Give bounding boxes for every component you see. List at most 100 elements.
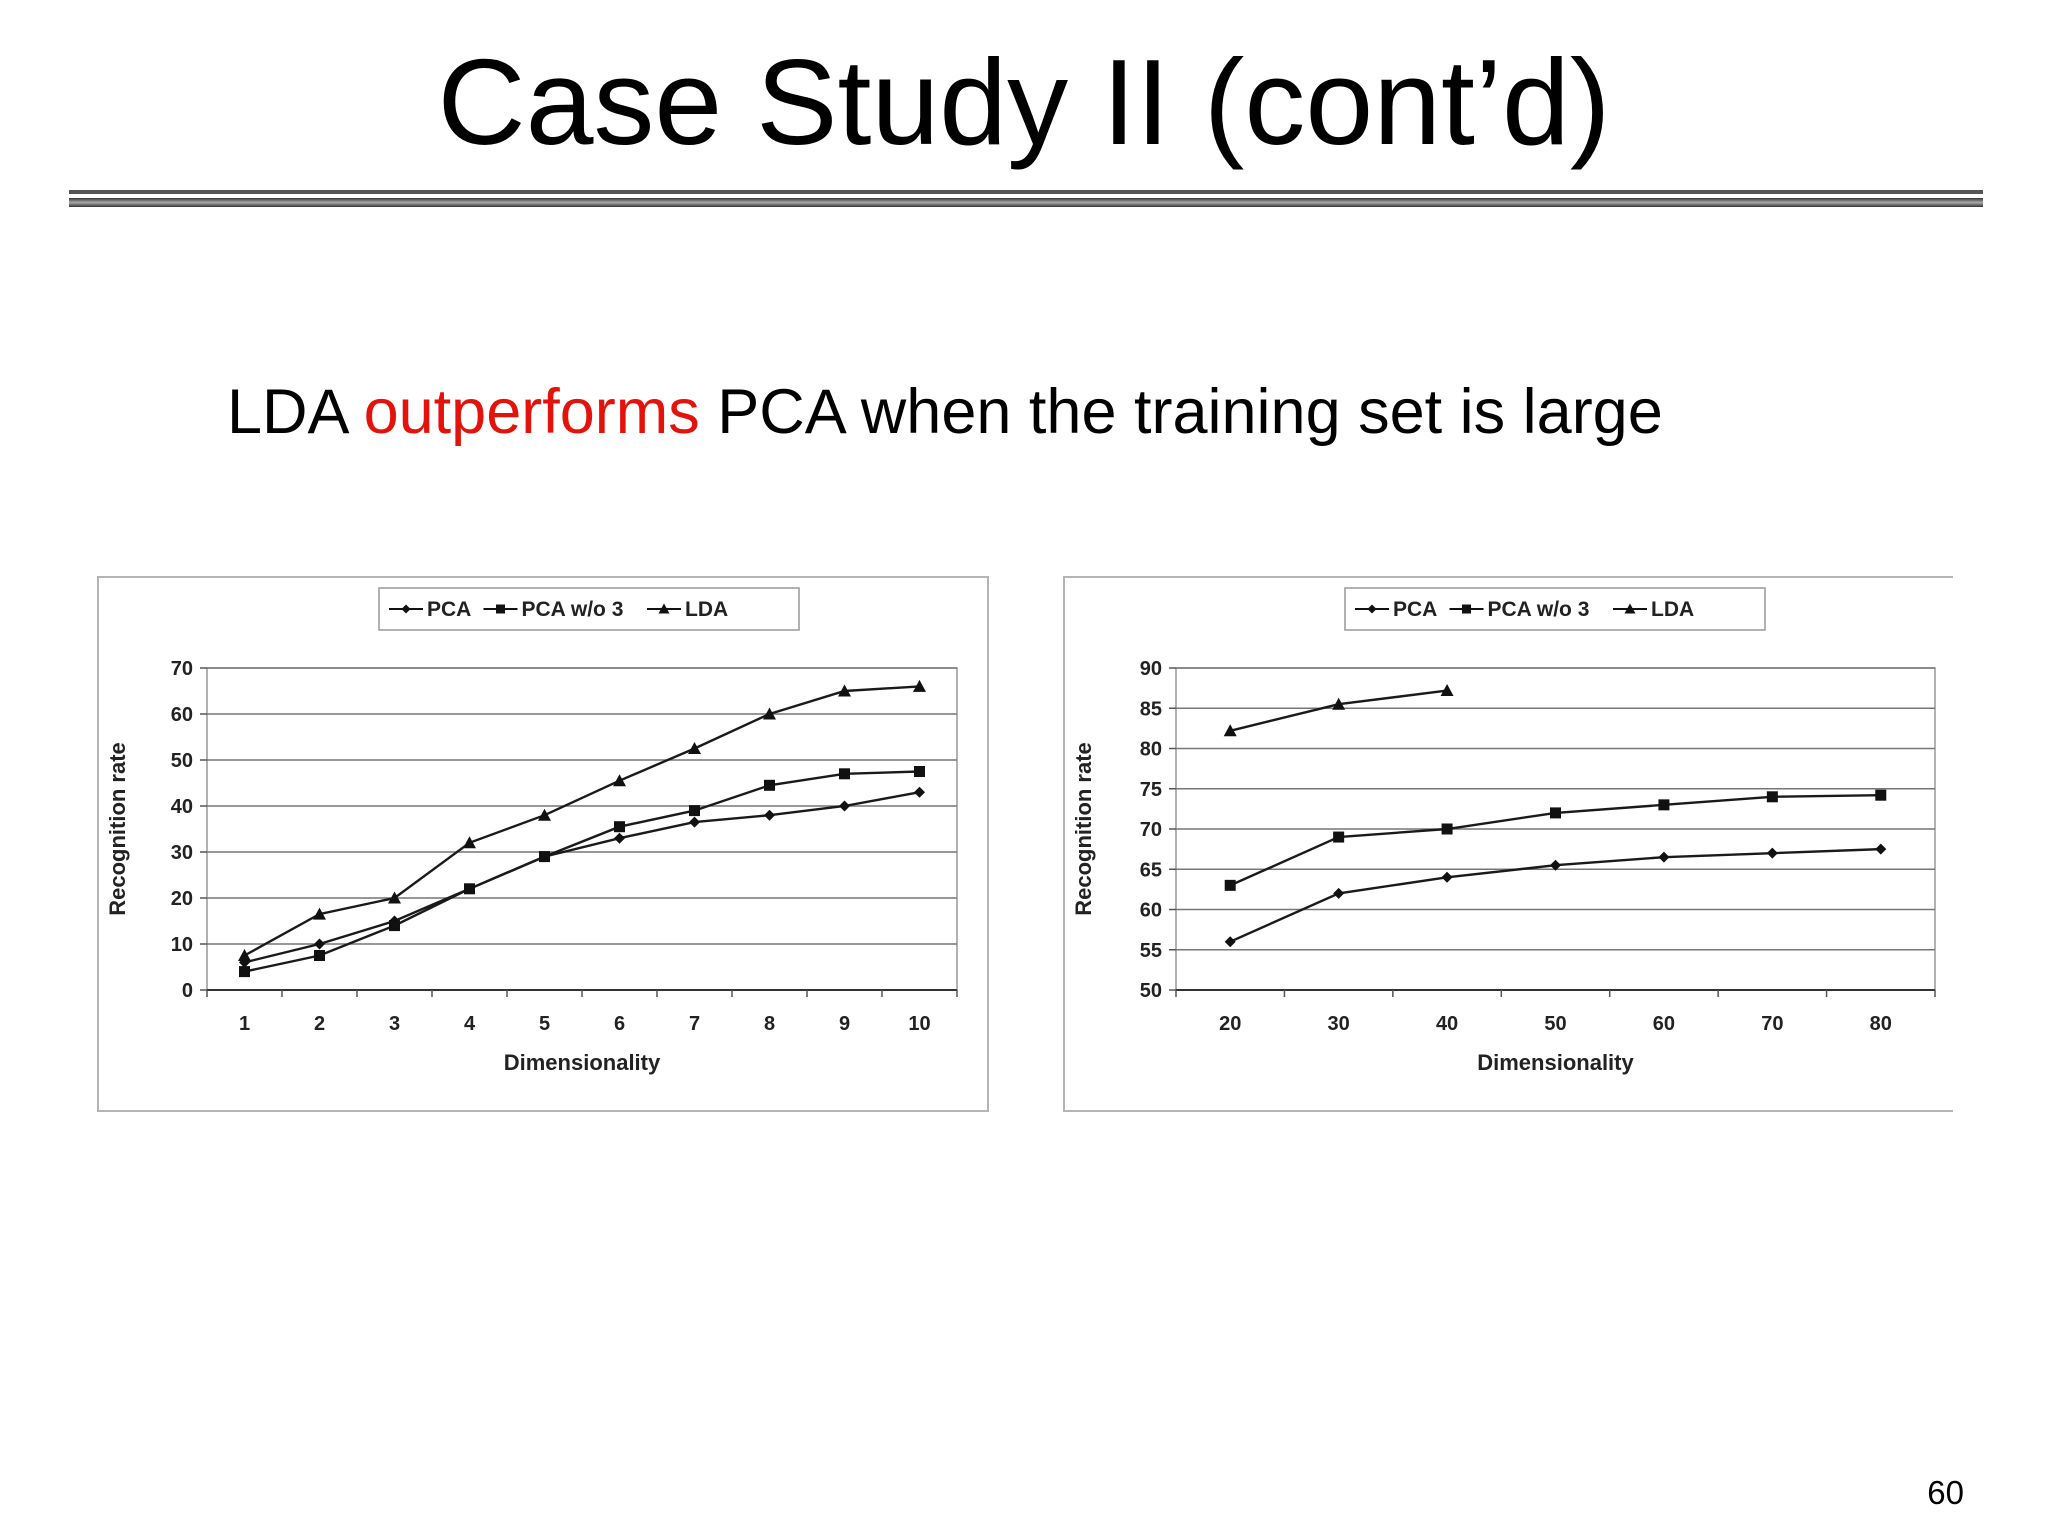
legend-marker-square [1462, 604, 1471, 614]
y-tick-label: 85 [1140, 698, 1162, 720]
data-point-diamond [689, 816, 700, 828]
x-tick-label: 5 [539, 1013, 550, 1035]
x-tick-label: 4 [464, 1013, 476, 1035]
x-axis-title: Dimensionality [504, 1050, 661, 1075]
slide-title: Case Study II (cont’d) [437, 34, 1611, 170]
data-point-diamond [1441, 871, 1453, 883]
y-tick-label: 50 [171, 750, 193, 772]
data-point-square [1766, 791, 1778, 803]
data-point-square [764, 779, 775, 791]
chart-right-svg: PCA PCA w/o 3 LDA 50 55 60 65 70 75 80 85 90 20 30 40 5… [1071, 587, 1936, 1075]
x-axis-title: Dimensionality [1477, 1050, 1634, 1075]
legend-marker-triangle [1624, 603, 1636, 614]
legend-marker-square [496, 604, 505, 614]
legend-label: LDA [685, 598, 728, 621]
data-point-diamond [1224, 936, 1236, 948]
legend-label: PCA [427, 598, 471, 621]
legend-label: PCA w/o 3 [522, 598, 624, 621]
data-point-diamond [1333, 887, 1345, 899]
y-tick-label: 0 [182, 980, 193, 1002]
series-line-square [244, 770, 920, 973]
data-point-diamond [914, 786, 925, 798]
data-point-triangle [388, 891, 401, 904]
chart-right: PCA PCA w/o 3 LDA 50 55 60 65 70 75 80 85 90 20 30 40 5… [1063, 576, 1953, 1112]
y-tick-label: 70 [1140, 819, 1162, 841]
data-point-square [1333, 831, 1345, 843]
data-point-triangle [763, 707, 776, 720]
x-tick-label: 80 [1870, 1013, 1892, 1035]
x-tick-label: 2 [314, 1013, 325, 1035]
data-point-diamond [1550, 859, 1561, 871]
title-rule-double [69, 198, 1983, 207]
data-point-triangle [1332, 697, 1346, 710]
data-point-triangle [1440, 684, 1454, 697]
y-tick-label: 75 [1140, 779, 1162, 801]
data-point-triangle [838, 684, 851, 697]
x-tick-label: 20 [1219, 1013, 1241, 1035]
subtitle-rest: PCA when the training set is large [699, 377, 1663, 447]
title-rule [69, 190, 1983, 194]
data-point-triangle [463, 836, 476, 849]
data-point-diamond [1766, 847, 1778, 859]
series-line-diamond [244, 791, 920, 964]
x-tick-label: 3 [389, 1013, 400, 1035]
legend-marker-diamond [1367, 604, 1377, 614]
data-point-triangle [538, 808, 551, 821]
y-tick-label: 50 [1140, 980, 1162, 1002]
legend-marker-triangle [658, 603, 670, 614]
data-point-triangle [238, 949, 251, 961]
data-point-square [689, 805, 700, 817]
data-point-square [914, 766, 925, 777]
legend-marker-diamond [401, 604, 411, 614]
data-point-square [1658, 799, 1670, 811]
chart-left-svg: PCA PCA w/o 3 LDA 0 10 20 30 40 50 60 70 1 2 3 4 5 6 7 8 9 1… [105, 587, 958, 1075]
legend: PCA PCA w/o 3 LDA [378, 587, 800, 631]
legend-box [378, 587, 800, 631]
x-tick-label: 70 [1761, 1013, 1783, 1035]
data-point-square [314, 950, 325, 961]
page-number: 60 [1927, 1474, 1964, 1511]
y-tick-label: 60 [171, 704, 193, 726]
y-tick-label: 70 [171, 658, 193, 680]
legend-label: PCA [1393, 598, 1437, 621]
data-point-diamond [1658, 851, 1670, 863]
y-tick-label: 60 [1140, 900, 1162, 922]
data-point-diamond [314, 938, 325, 950]
y-tick-label: 80 [1140, 739, 1162, 761]
x-tick-label: 30 [1328, 1013, 1350, 1035]
x-tick-label: 60 [1653, 1013, 1675, 1035]
x-tick-label: 10 [908, 1013, 930, 1035]
data-point-square [539, 851, 550, 863]
series-line-triangle [243, 685, 920, 957]
subtitle-lead: LDA [227, 377, 364, 447]
y-tick-label: 55 [1140, 940, 1162, 962]
data-point-triangle [913, 679, 926, 692]
data-point-square [614, 821, 625, 833]
y-axis-title: Recognition rate [1071, 742, 1096, 916]
legend-label: PCA w/o 3 [1488, 598, 1590, 621]
legend: PCA PCA w/o 3 LDA [1344, 587, 1766, 631]
subtitle-highlight: outperforms [363, 377, 700, 447]
series-line-triangle [1229, 689, 1448, 732]
y-tick-label: 90 [1140, 658, 1162, 680]
y-tick-label: 10 [171, 934, 193, 956]
y-tick-label: 40 [171, 796, 193, 818]
y-tick-label: 65 [1140, 859, 1162, 881]
slide-subtitle: LDA outperforms PCA when the training se… [227, 377, 1663, 447]
data-point-square [1224, 879, 1236, 891]
y-tick-label: 20 [171, 888, 193, 910]
data-point-diamond [614, 832, 625, 844]
x-tick-label: 7 [689, 1013, 700, 1035]
data-point-diamond [1875, 843, 1887, 855]
y-axis-title: Recognition rate [105, 742, 130, 916]
x-tick-label: 50 [1544, 1013, 1566, 1035]
legend-box [1344, 587, 1766, 631]
data-point-square [1550, 807, 1561, 819]
x-tick-label: 9 [839, 1013, 850, 1035]
chart-left: PCA PCA w/o 3 LDA 0 10 20 30 40 50 60 70 1 2 3 4 5 6 7 8 9 1… [97, 576, 989, 1112]
x-tick-label: 6 [614, 1013, 625, 1035]
data-point-triangle [688, 742, 701, 754]
data-point-square [839, 768, 850, 780]
data-point-triangle [613, 774, 626, 787]
data-point-square [239, 966, 250, 978]
